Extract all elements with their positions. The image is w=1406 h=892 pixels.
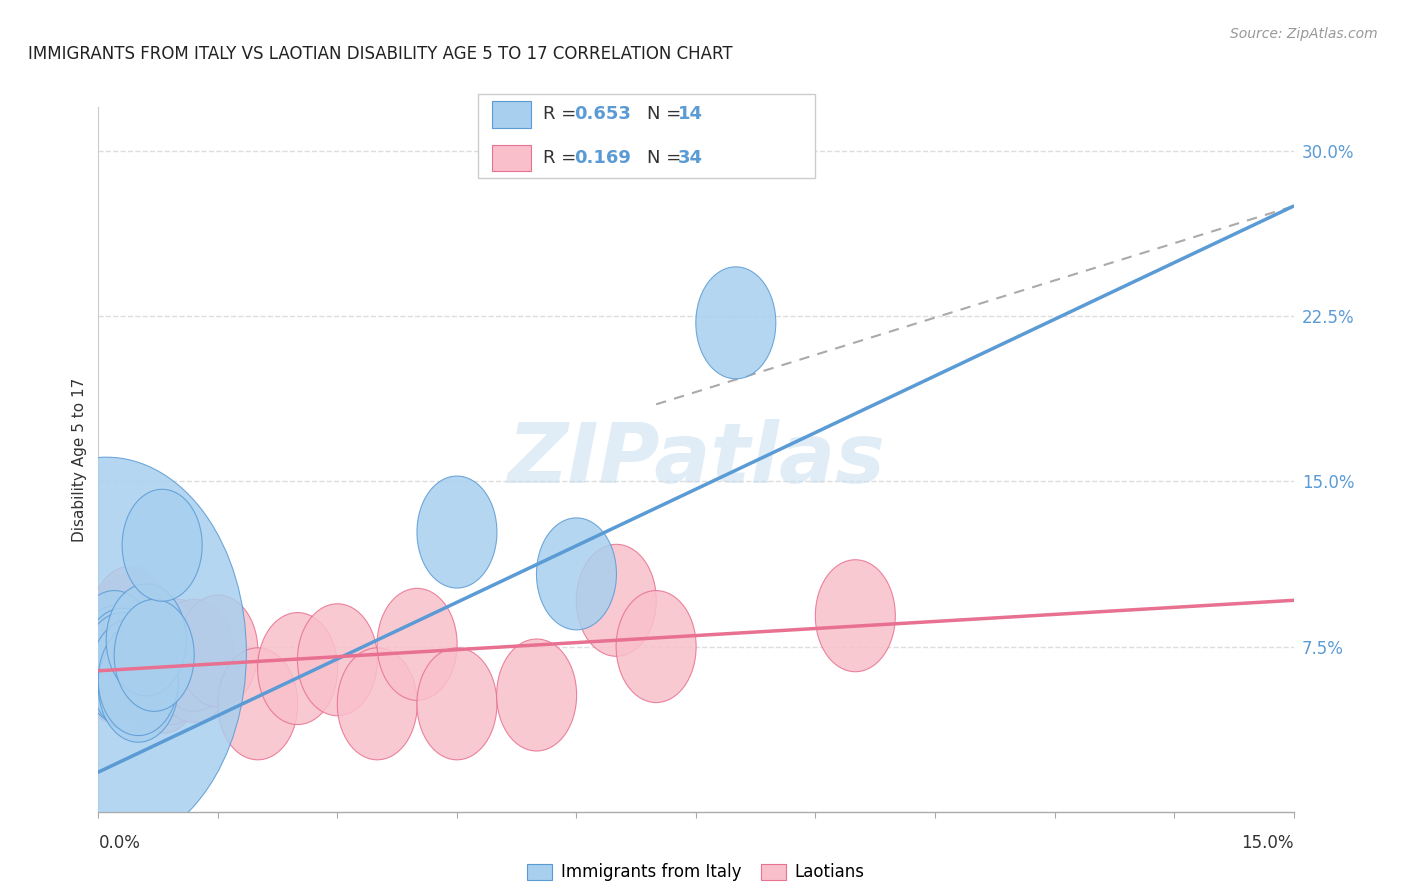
Ellipse shape	[257, 613, 337, 724]
Ellipse shape	[75, 610, 155, 723]
Legend: Immigrants from Italy, Laotians: Immigrants from Italy, Laotians	[520, 856, 872, 888]
Ellipse shape	[90, 566, 170, 678]
Text: 34: 34	[678, 149, 703, 167]
Ellipse shape	[138, 599, 218, 711]
Ellipse shape	[83, 597, 162, 709]
Text: N =: N =	[647, 149, 686, 167]
Ellipse shape	[114, 599, 194, 711]
Ellipse shape	[66, 604, 146, 715]
Ellipse shape	[90, 573, 170, 685]
Ellipse shape	[83, 604, 162, 715]
Ellipse shape	[418, 648, 496, 760]
Ellipse shape	[114, 604, 194, 715]
Text: IMMIGRANTS FROM ITALY VS LAOTIAN DISABILITY AGE 5 TO 17 CORRELATION CHART: IMMIGRANTS FROM ITALY VS LAOTIAN DISABIL…	[28, 45, 733, 62]
Text: R =: R =	[543, 149, 582, 167]
Ellipse shape	[107, 584, 186, 696]
Ellipse shape	[218, 648, 298, 760]
Ellipse shape	[98, 589, 179, 700]
Ellipse shape	[155, 610, 233, 723]
Text: ZIPatlas: ZIPatlas	[508, 419, 884, 500]
Ellipse shape	[576, 544, 657, 657]
Ellipse shape	[107, 599, 186, 711]
Ellipse shape	[75, 591, 155, 703]
Ellipse shape	[122, 490, 202, 601]
Ellipse shape	[696, 267, 776, 379]
Ellipse shape	[83, 613, 162, 724]
Text: 15.0%: 15.0%	[1241, 834, 1294, 852]
Ellipse shape	[815, 560, 896, 672]
Ellipse shape	[337, 648, 418, 760]
Ellipse shape	[131, 604, 209, 715]
Text: 14: 14	[678, 105, 703, 123]
Ellipse shape	[66, 595, 146, 707]
Text: 0.653: 0.653	[574, 105, 630, 123]
Ellipse shape	[83, 586, 162, 698]
Ellipse shape	[418, 476, 496, 588]
Ellipse shape	[98, 624, 179, 736]
Text: N =: N =	[647, 105, 686, 123]
Text: Source: ZipAtlas.com: Source: ZipAtlas.com	[1230, 27, 1378, 41]
Ellipse shape	[114, 593, 194, 705]
Ellipse shape	[537, 518, 616, 630]
Ellipse shape	[179, 595, 257, 707]
Ellipse shape	[83, 577, 162, 690]
Ellipse shape	[616, 591, 696, 703]
Ellipse shape	[107, 589, 186, 700]
Ellipse shape	[298, 604, 377, 715]
Text: 0.169: 0.169	[574, 149, 630, 167]
Ellipse shape	[0, 458, 246, 849]
Ellipse shape	[90, 604, 170, 715]
Ellipse shape	[131, 613, 209, 724]
Text: 0.0%: 0.0%	[98, 834, 141, 852]
Text: R =: R =	[543, 105, 582, 123]
Ellipse shape	[98, 631, 179, 742]
Ellipse shape	[83, 608, 162, 720]
Ellipse shape	[75, 601, 155, 714]
Ellipse shape	[90, 619, 170, 731]
Ellipse shape	[98, 595, 179, 707]
Ellipse shape	[122, 622, 202, 733]
Ellipse shape	[75, 606, 155, 718]
Y-axis label: Disability Age 5 to 17: Disability Age 5 to 17	[72, 377, 87, 541]
Ellipse shape	[155, 599, 233, 711]
Ellipse shape	[496, 639, 576, 751]
Ellipse shape	[377, 589, 457, 700]
